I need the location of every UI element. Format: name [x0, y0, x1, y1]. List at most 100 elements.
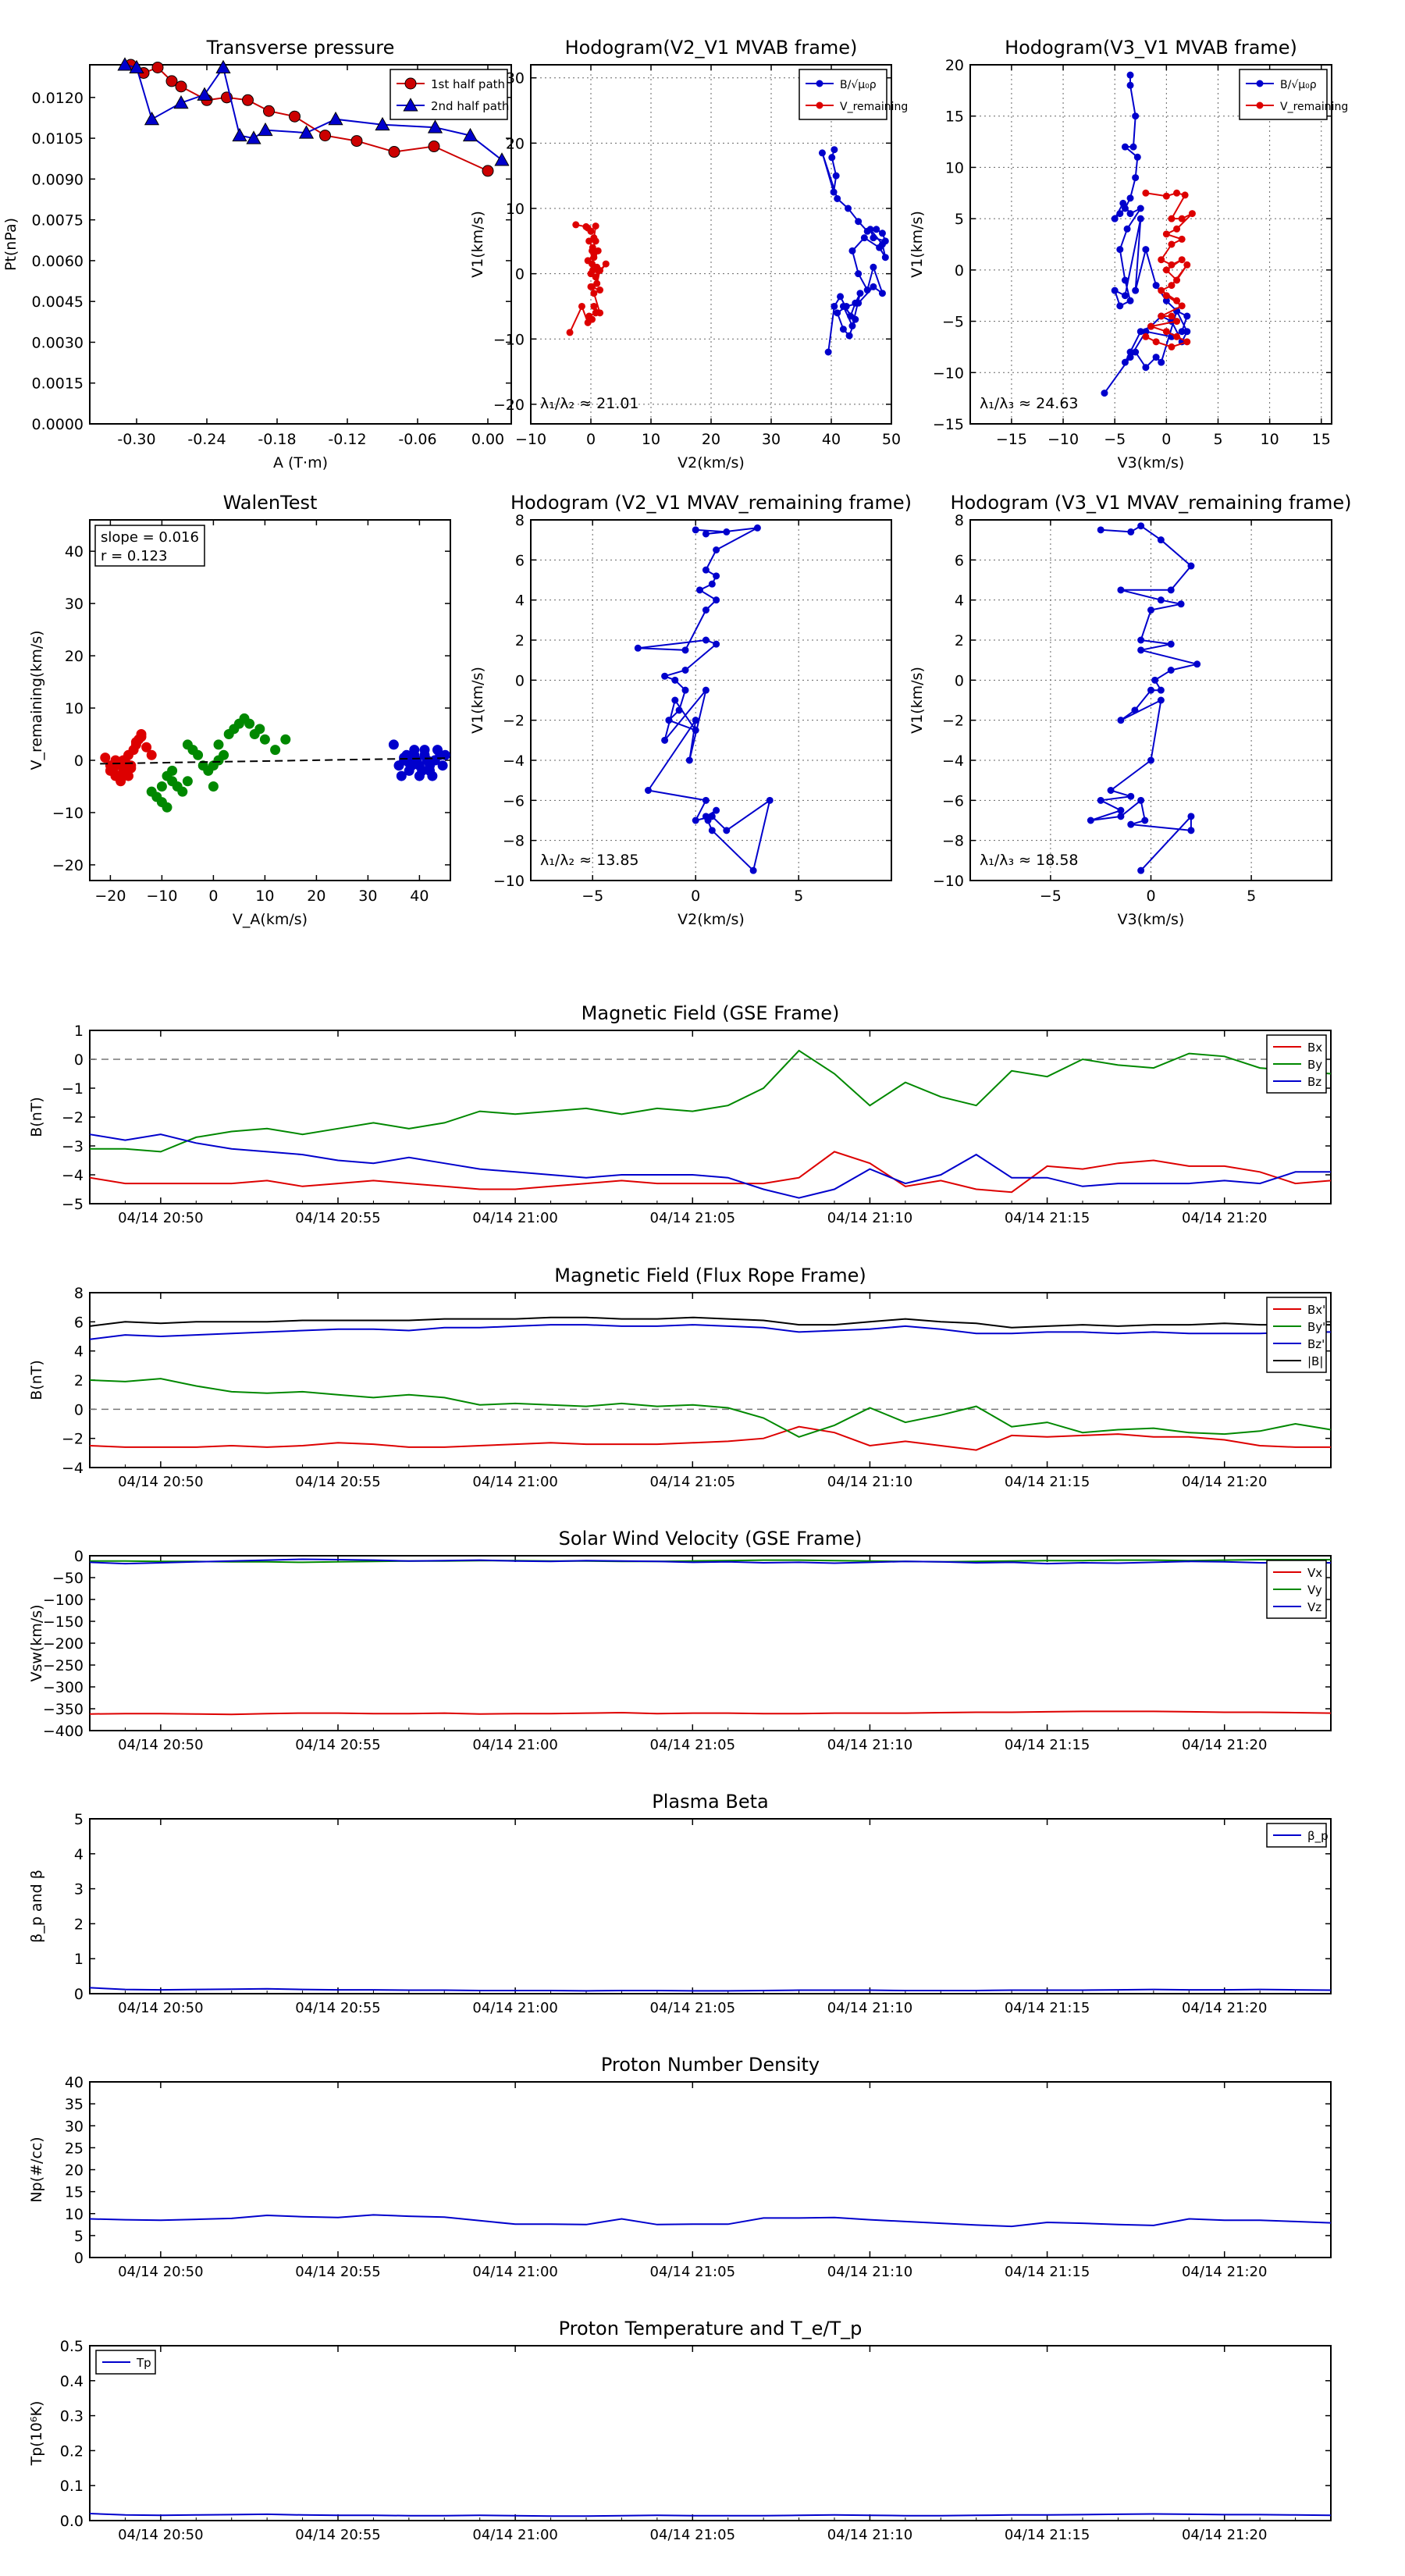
y-tick-label: 0: [515, 266, 525, 283]
data-point: [589, 283, 596, 290]
y-tick-label: −200: [43, 1635, 84, 1653]
x-tick-label: 04/14 20:55: [295, 1737, 380, 1753]
data-point: [1132, 174, 1140, 182]
series-2nd-half-path: [117, 57, 510, 166]
data-point: [876, 244, 884, 251]
data-point: [1183, 261, 1191, 269]
legend-label: By': [1307, 1320, 1325, 1334]
data-point: [587, 270, 595, 278]
data-point: [280, 734, 291, 745]
x-tick-label: 04/14 21:20: [1182, 2527, 1267, 2543]
series-bx-: [89, 1425, 1331, 1451]
x-tick-label: 10: [255, 888, 274, 905]
data-point: [182, 776, 193, 787]
data-point: [167, 765, 178, 776]
data-point: [1101, 390, 1108, 397]
y-tick-label: 0: [74, 2250, 84, 2267]
data-point: [1168, 215, 1176, 222]
data-point: [834, 194, 841, 202]
x-tick-label: 04/14 21:15: [1005, 1737, 1090, 1753]
y-tick-label: −10: [933, 365, 964, 382]
data-point: [837, 293, 845, 301]
data-point: [1152, 282, 1160, 290]
data-point: [592, 309, 599, 317]
data-point: [590, 251, 598, 258]
data-point: [852, 299, 859, 307]
data-point: [1173, 225, 1181, 233]
data-point: [578, 302, 585, 310]
data-point: [702, 636, 710, 644]
data-point: [1097, 526, 1104, 534]
legend-label: Vz: [1307, 1600, 1321, 1614]
x-tick-label: 04/14 21:00: [472, 2264, 557, 2280]
y-tick-label: 0.0120: [32, 90, 84, 107]
series-np: [89, 2214, 1332, 2228]
data-point: [350, 135, 363, 148]
chart-timeseries-11: Proton Temperature and T_e/T_p 0.0 0.1 0.2 0…: [28, 2318, 1332, 2543]
chart-timeseries-6: Magnetic Field (GSE Frame) −5 −4 −3 −2 −1 0 1 B(…: [28, 1002, 1332, 1226]
eigenvalue-ratio-label: λ₁/λ₂ ≈ 13.85: [540, 852, 639, 869]
eigenvalue-ratio-label: λ₁/λ₃ ≈ 18.58: [980, 852, 1079, 869]
data-point: [596, 266, 604, 274]
y-axis-label: V1(km/s): [909, 667, 926, 734]
chart-hodogram-1: Hodogram(V2_V1 MVAB frame) −20 −10 0 10 20 30 V…: [469, 37, 908, 471]
chart-hodogram-4: Hodogram (V2_V1 MVAV_remaining frame) −10…: [469, 492, 912, 928]
data-point: [1167, 586, 1175, 594]
data-point: [1157, 696, 1165, 704]
legend-label: V_remaining: [1280, 101, 1348, 113]
y-tick-label: 0.2: [60, 2443, 84, 2460]
data-point: [1152, 354, 1160, 361]
data-point: [1131, 706, 1139, 714]
data-point: [1256, 80, 1264, 87]
data-point: [270, 745, 281, 756]
series--p: [89, 1987, 1332, 1992]
data-point: [587, 227, 595, 235]
x-tick-label: 04/14 20:50: [118, 2264, 203, 2280]
legend-label: Bz: [1307, 1075, 1321, 1089]
y-tick-label: −8: [942, 833, 964, 850]
y-tick-label: 8: [955, 512, 964, 529]
x-axis-label: V2(km/s): [678, 911, 745, 928]
data-point: [1142, 333, 1150, 340]
data-point: [319, 130, 331, 142]
x-tick-label: −5: [582, 888, 603, 905]
legend-label: Vy: [1307, 1583, 1322, 1597]
x-tick-label: 50: [882, 431, 901, 448]
x-tick-label: 04/14 21:15: [1005, 1474, 1090, 1490]
x-tick-label: 04/14 21:00: [472, 2000, 557, 2016]
data-point: [208, 760, 219, 771]
data-point: [1126, 354, 1134, 361]
data-point: [1132, 112, 1140, 120]
y-tick-label: −400: [43, 1723, 84, 1740]
y-tick-label: 0.0015: [32, 375, 84, 393]
chart-title: Hodogram(V3_V1 MVAB frame): [1005, 37, 1297, 59]
eigenvalue-ratio-label: λ₁/λ₃ ≈ 24.63: [980, 395, 1079, 412]
x-tick-label: 04/14 20:50: [118, 2000, 203, 2016]
data-point: [585, 237, 593, 245]
data-point: [1167, 640, 1175, 648]
data-point: [1173, 318, 1181, 326]
x-tick-label: 04/14 21:00: [472, 1474, 557, 1490]
legend-label: 1st half path: [431, 77, 505, 91]
x-tick-label: 10: [1261, 431, 1279, 448]
data-point: [1158, 256, 1165, 264]
data-point: [1107, 787, 1115, 794]
y-tick-label: −50: [52, 1570, 84, 1587]
data-point: [713, 596, 720, 604]
data-point: [1162, 266, 1170, 274]
x-axis-label: V2(km/s): [678, 454, 745, 471]
data-point: [462, 127, 478, 142]
y-tick-label: 0: [74, 1548, 84, 1565]
data-point: [818, 149, 826, 157]
data-point: [1181, 191, 1189, 199]
plot-frame: [89, 1818, 1332, 1994]
data-point: [1117, 813, 1125, 820]
data-point: [404, 757, 414, 768]
x-tick-label: 04/14 21:20: [1182, 1210, 1267, 1226]
y-tick-label: 30: [65, 2118, 84, 2135]
series-b-: [818, 146, 889, 356]
data-point: [753, 524, 761, 532]
data-point: [1137, 522, 1145, 530]
data-point: [289, 110, 301, 123]
data-point: [129, 59, 144, 73]
